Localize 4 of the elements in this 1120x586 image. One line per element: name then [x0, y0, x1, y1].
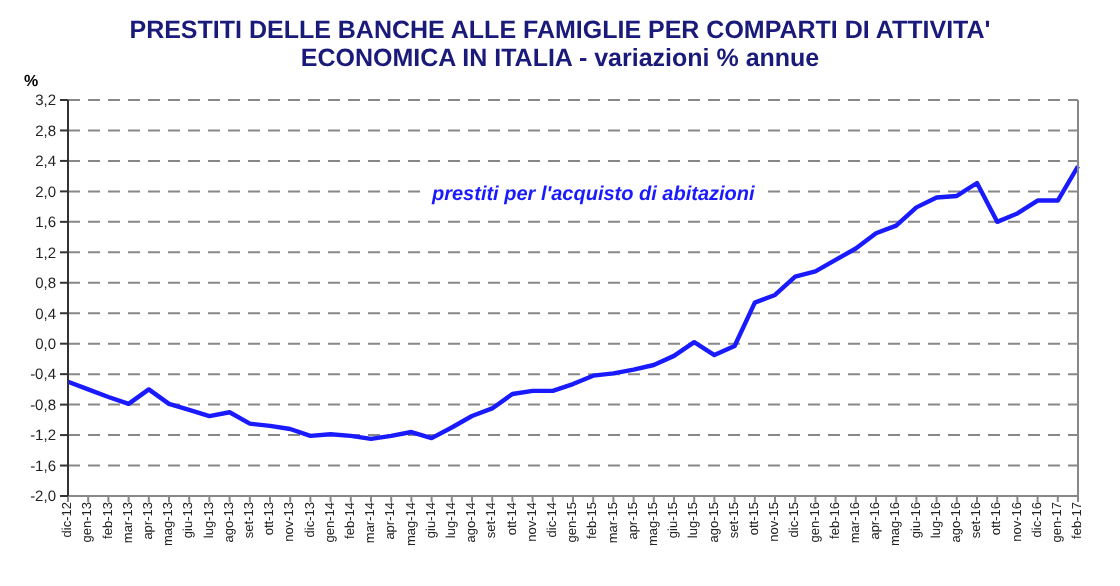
- chart-title: PRESTITI DELLE BANCHE ALLE FAMIGLIE PER COMPARTI DI ATTIVITA' ECONOMICA IN ITALIA - variazioni % annue: [127, 16, 993, 72]
- line-series: [65, 164, 1081, 442]
- annotation: prestiti per l'acquisto di abitazioni: [426, 184, 761, 206]
- y-axis-title: %: [24, 72, 39, 90]
